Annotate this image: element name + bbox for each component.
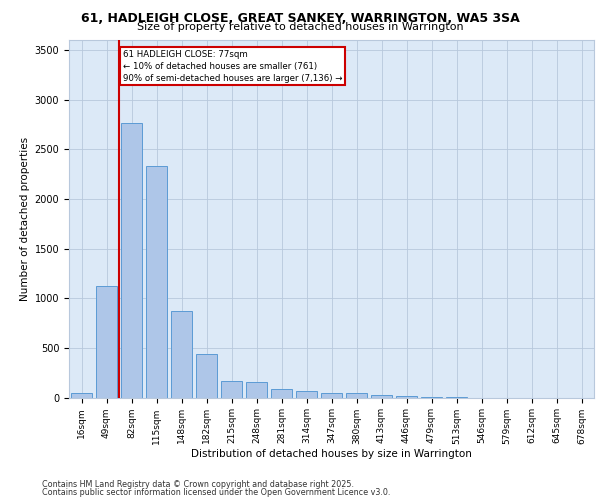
Text: Contains public sector information licensed under the Open Government Licence v3: Contains public sector information licen… [42, 488, 391, 497]
Text: Contains HM Land Registry data © Crown copyright and database right 2025.: Contains HM Land Registry data © Crown c… [42, 480, 354, 489]
Bar [146, 166, 167, 398]
Text: Size of property relative to detached houses in Warrington: Size of property relative to detached ho… [137, 22, 463, 32]
Bar [321, 393, 342, 398]
Bar [71, 392, 92, 398]
Bar [196, 354, 217, 398]
Text: 61, HADLEIGH CLOSE, GREAT SANKEY, WARRINGTON, WA5 3SA: 61, HADLEIGH CLOSE, GREAT SANKEY, WARRIN… [80, 12, 520, 26]
Bar [371, 394, 392, 398]
Bar [171, 311, 192, 398]
Bar [121, 124, 142, 398]
X-axis label: Distribution of detached houses by size in Warrington: Distribution of detached houses by size … [191, 449, 472, 459]
Bar [96, 286, 117, 398]
Bar [296, 391, 317, 398]
Bar [246, 382, 267, 398]
Bar [271, 388, 292, 398]
Bar [221, 380, 242, 398]
Bar [396, 396, 417, 398]
Bar [346, 393, 367, 398]
Text: 61 HADLEIGH CLOSE: 77sqm
← 10% of detached houses are smaller (761)
90% of semi-: 61 HADLEIGH CLOSE: 77sqm ← 10% of detach… [123, 50, 342, 82]
Y-axis label: Number of detached properties: Number of detached properties [20, 136, 31, 301]
